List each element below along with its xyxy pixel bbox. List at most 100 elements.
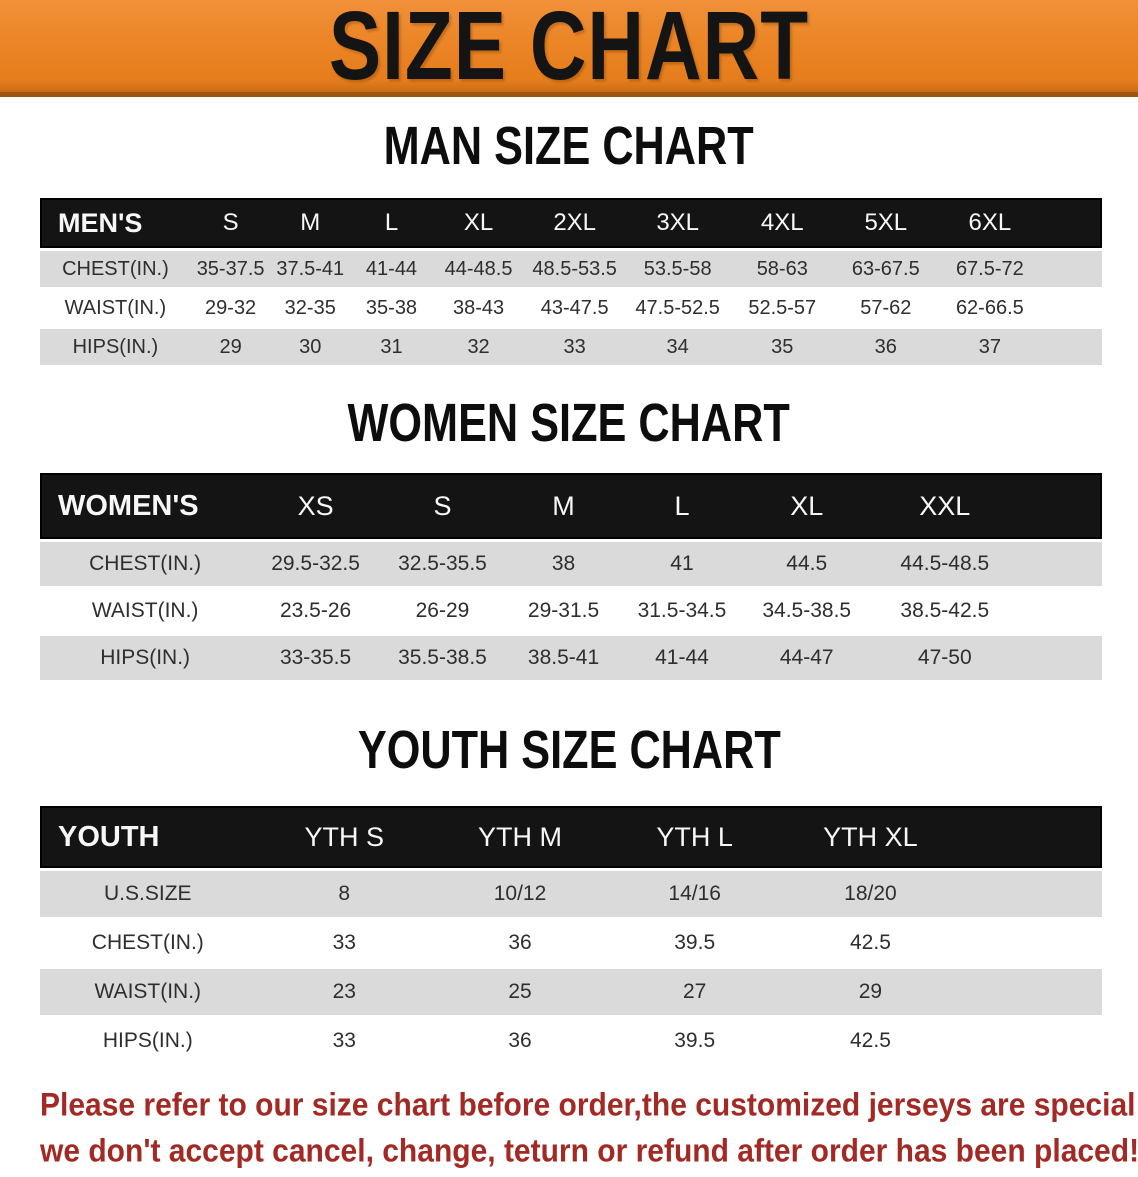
row-label: WAIST(IN.) xyxy=(40,589,251,633)
size-value-cell: 47-50 xyxy=(872,636,1017,680)
size-value-cell: 36 xyxy=(432,1018,608,1064)
row-filler-cell xyxy=(958,1018,1102,1064)
man-heading-text: MAN SIZE CHART xyxy=(383,115,755,176)
size-value-cell: 62-66.5 xyxy=(937,290,1043,326)
row-label: CHEST(IN.) xyxy=(40,542,251,586)
size-value-cell: 32-35 xyxy=(270,290,351,326)
size-column-header: YTH L xyxy=(607,806,783,868)
size-value-cell: 33-35.5 xyxy=(250,636,381,680)
table-corner-label: WOMEN'S xyxy=(40,473,251,539)
row-filler-cell xyxy=(1017,589,1102,633)
size-value-cell: 30 xyxy=(270,329,351,365)
size-value-cell: 44.5 xyxy=(740,542,873,586)
row-label: WAIST(IN.) xyxy=(40,290,191,326)
size-value-cell: 27 xyxy=(607,969,783,1015)
size-value-cell: 35-37.5 xyxy=(190,251,271,287)
size-header-row: MEN'S S M L XL 2XL 3XL 4XL 5XL 6XL xyxy=(40,198,1102,248)
size-value-cell: 63-67.5 xyxy=(834,251,938,287)
size-value-cell: 29 xyxy=(190,329,271,365)
size-value-cell: 25 xyxy=(432,969,608,1015)
size-value-cell: 38 xyxy=(504,542,624,586)
size-value-cell: 52.5-57 xyxy=(730,290,835,326)
row-label: WAIST(IN.) xyxy=(40,969,256,1015)
size-column-header: XS xyxy=(250,473,381,539)
header-filler-cell xyxy=(958,806,1102,868)
size-value-cell: 37.5-41 xyxy=(270,251,351,287)
men-size-table: MEN'S S M L XL 2XL 3XL 4XL 5XL 6XL CHEST(IN.) 35-37… xyxy=(40,195,1102,368)
size-value-cell: 35 xyxy=(730,329,835,365)
row-filler-cell xyxy=(1017,542,1102,586)
measurement-row: U.S.SIZE 8 10/12 14/16 18/20 xyxy=(40,871,1102,917)
size-value-cell: 44-48.5 xyxy=(432,251,525,287)
size-value-cell: 37 xyxy=(937,329,1043,365)
size-value-cell: 67.5-72 xyxy=(937,251,1043,287)
size-value-cell: 53.5-58 xyxy=(625,251,731,287)
size-value-cell: 33 xyxy=(255,1018,433,1064)
women-size-table: WOMEN'S XS S M L XL XXL CHEST(IN.) 29.5-32.5 32.5… xyxy=(40,470,1102,683)
size-value-cell: 58-63 xyxy=(730,251,835,287)
size-column-header: XL xyxy=(432,198,525,248)
size-value-cell: 44-47 xyxy=(740,636,873,680)
table-corner-label: YOUTH xyxy=(40,806,256,868)
size-value-cell: 32.5-35.5 xyxy=(380,542,505,586)
size-value-cell: 35-38 xyxy=(350,290,433,326)
size-column-header: L xyxy=(623,473,741,539)
size-value-cell: 29.5-32.5 xyxy=(250,542,381,586)
size-column-header: YTH M xyxy=(432,806,608,868)
measurement-row: CHEST(IN.) 35-37.5 37.5-41 41-44 44-48.5 48.5… xyxy=(40,251,1102,287)
banner-title: SIZE CHART xyxy=(328,0,810,100)
size-value-cell: 33 xyxy=(524,329,626,365)
header-filler-cell xyxy=(1042,198,1102,248)
measurement-row: HIPS(IN.) 29 30 31 32 33 34 35 36 37 xyxy=(40,329,1102,365)
measurement-row: CHEST(IN.) 33 36 39.5 42.5 xyxy=(40,920,1102,966)
row-label: CHEST(IN.) xyxy=(40,920,256,966)
size-column-header: S xyxy=(380,473,505,539)
size-value-cell: 38.5-41 xyxy=(504,636,624,680)
size-value-cell: 57-62 xyxy=(834,290,938,326)
size-column-header: 2XL xyxy=(524,198,626,248)
size-value-cell: 41 xyxy=(623,542,741,586)
size-value-cell: 33 xyxy=(255,920,433,966)
row-filler-cell xyxy=(1042,251,1102,287)
measurement-row: WAIST(IN.) 29-32 32-35 35-38 38-43 43-47.5 47.… xyxy=(40,290,1102,326)
note-line-2: we don't accept cancel, change, teturn o… xyxy=(40,1133,1138,1170)
size-value-cell: 34 xyxy=(625,329,731,365)
size-value-cell: 42.5 xyxy=(782,920,959,966)
size-value-cell: 18/20 xyxy=(782,871,959,917)
size-value-cell: 29 xyxy=(782,969,959,1015)
size-value-cell: 39.5 xyxy=(607,920,783,966)
youth-size-table: YOUTH YTH S YTH M YTH L YTH XL U.S.SIZE 8 10/12… xyxy=(40,803,1102,1067)
size-column-header: 4XL xyxy=(730,198,835,248)
size-value-cell: 29-32 xyxy=(190,290,271,326)
row-filler-cell xyxy=(1042,290,1102,326)
row-label: CHEST(IN.) xyxy=(40,251,191,287)
size-value-cell: 38.5-42.5 xyxy=(872,589,1017,633)
row-filler-cell xyxy=(958,969,1102,1015)
size-column-header: L xyxy=(350,198,433,248)
row-label: U.S.SIZE xyxy=(40,871,256,917)
row-filler-cell xyxy=(958,871,1102,917)
size-column-header: XL xyxy=(740,473,873,539)
man-section-heading: MAN SIZE CHART xyxy=(0,118,1138,177)
size-value-cell: 47.5-52.5 xyxy=(625,290,731,326)
size-column-header: 6XL xyxy=(937,198,1043,248)
size-header-row: YOUTH YTH S YTH M YTH L YTH XL xyxy=(40,806,1102,868)
size-column-header: M xyxy=(270,198,351,248)
size-value-cell: 29-31.5 xyxy=(504,589,624,633)
size-value-cell: 23 xyxy=(255,969,433,1015)
measurement-row: HIPS(IN.) 33 36 39.5 42.5 xyxy=(40,1018,1102,1064)
size-header-row: WOMEN'S XS S M L XL XXL xyxy=(40,473,1102,539)
size-chart-banner: SIZE CHART xyxy=(0,0,1138,97)
size-column-header: 3XL xyxy=(625,198,731,248)
size-value-cell: 14/16 xyxy=(607,871,783,917)
youth-section-heading: YOUTH SIZE CHART xyxy=(0,722,1138,781)
row-filler-cell xyxy=(1017,636,1102,680)
size-value-cell: 31.5-34.5 xyxy=(623,589,741,633)
size-value-cell: 32 xyxy=(432,329,525,365)
size-column-header: M xyxy=(504,473,624,539)
order-policy-note: Please refer to our size chart before or… xyxy=(40,1081,1138,1173)
size-value-cell: 43-47.5 xyxy=(524,290,626,326)
youth-heading-text: YOUTH SIZE CHART xyxy=(357,719,781,780)
size-value-cell: 10/12 xyxy=(432,871,608,917)
size-value-cell: 8 xyxy=(255,871,433,917)
